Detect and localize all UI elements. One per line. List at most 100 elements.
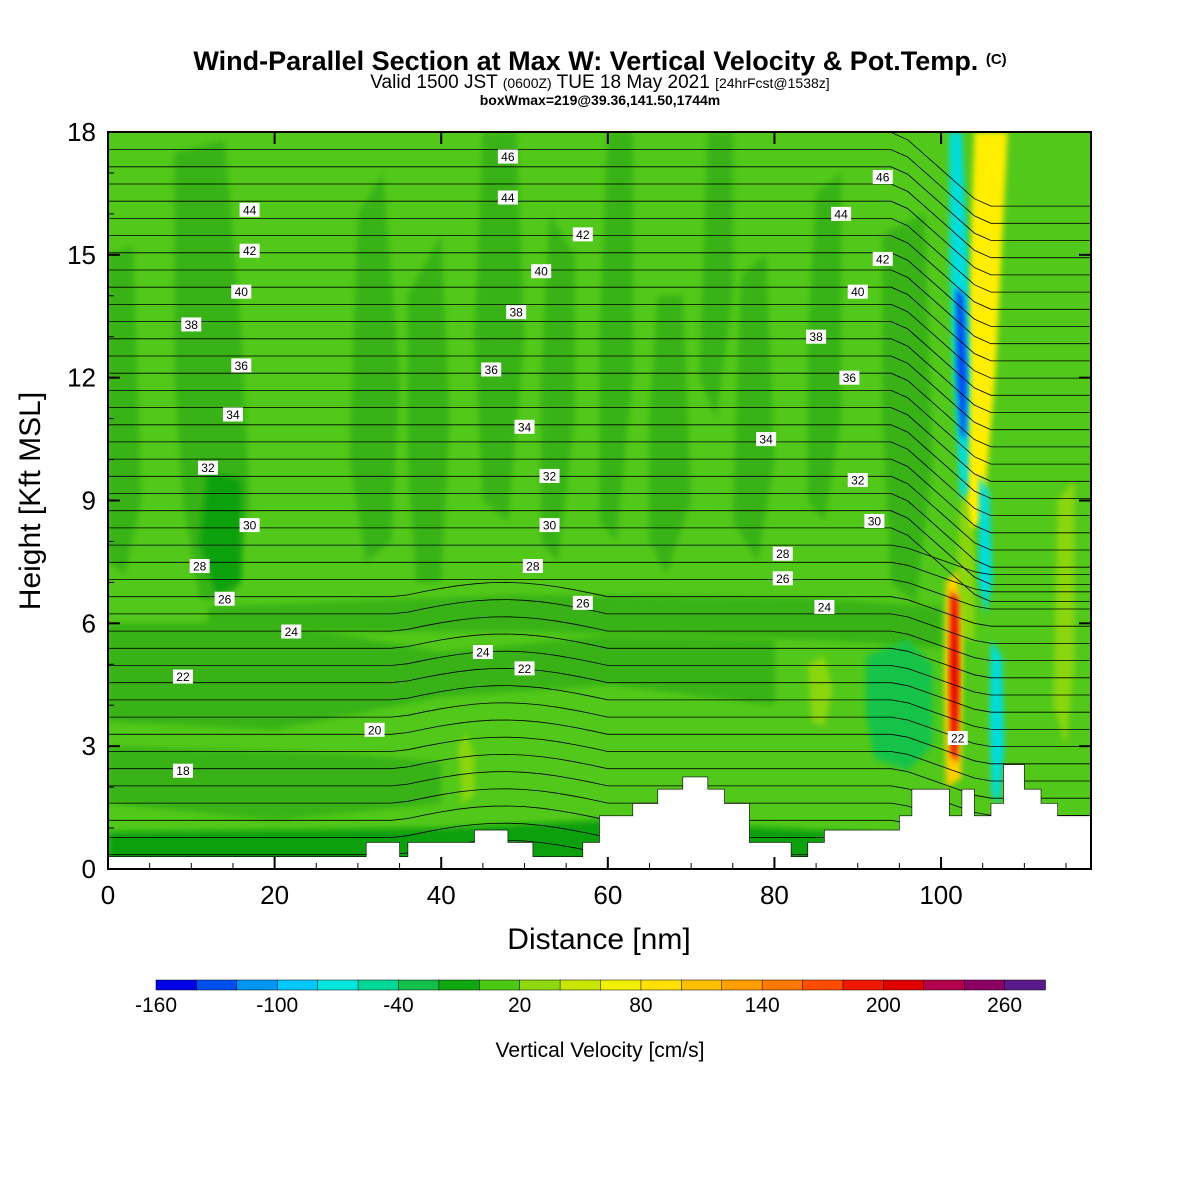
- theta-contour-line: [108, 389, 1091, 465]
- theta-label: 24: [814, 599, 835, 614]
- theta-contour-line: [108, 235, 1091, 310]
- theta-label-text: 40: [535, 265, 549, 279]
- theta-label-bg: [831, 206, 852, 221]
- theta-label-text: 34: [518, 420, 532, 434]
- velocity-region: [807, 656, 833, 726]
- theta-label-bg: [231, 358, 252, 373]
- theta-label-bg: [231, 284, 252, 299]
- theta-contour-line: [108, 616, 1091, 661]
- theta-contour-line: [108, 667, 1091, 713]
- velocity-region: [457, 733, 475, 804]
- theta-contour-line: [108, 269, 1091, 345]
- theta-contour-line: [108, 441, 1091, 516]
- theta-contour-line: [108, 544, 1091, 575]
- theta-label: 28: [522, 559, 543, 574]
- x-tick-label: 0: [101, 880, 115, 910]
- theta-label-bg: [497, 190, 518, 205]
- theta-label: 38: [181, 317, 202, 332]
- colorbar-tick-label: -40: [383, 994, 413, 1017]
- theta-contour-line: [108, 424, 1091, 499]
- theta-label: 44: [831, 206, 852, 221]
- theta-label-text: 36: [235, 359, 249, 373]
- velocity-region: [866, 639, 933, 771]
- theta-label-text: 20: [368, 723, 382, 737]
- theta-label-bg: [197, 460, 218, 475]
- theta-label-bg: [506, 305, 527, 320]
- theta-label: 40: [847, 284, 868, 299]
- box-info: boxWmax=219@39.36,141.50,1744m: [479, 92, 721, 108]
- theta-label-bg: [181, 317, 202, 332]
- theta-contour-line: [108, 650, 1091, 696]
- theta-label-text: 38: [809, 330, 823, 344]
- contour-labels: 46 46 44 44 44 42 42 42 40 40 40 38 38 38 36 36 36 34 34 34…: [172, 149, 968, 778]
- theta-label-bg: [806, 329, 827, 344]
- theta-label: 36: [481, 362, 502, 377]
- theta-label-bg: [497, 149, 518, 164]
- colorbar-swatch: [276, 979, 319, 991]
- y-tick-label: 18: [67, 117, 96, 147]
- velocity-region: [807, 172, 842, 521]
- velocity-region: [989, 639, 1005, 804]
- velocity-region: [407, 234, 450, 583]
- colorbar-tick-label: -100: [256, 994, 298, 1017]
- theta-label-text: 26: [218, 592, 232, 606]
- chart-title: Wind-Parallel Section at Max W: Vertical…: [0, 44, 1200, 77]
- theta-label-bg: [531, 264, 552, 279]
- theta-label-text: 38: [510, 306, 524, 320]
- x-tick-label: 100: [919, 880, 962, 910]
- colorbar-tick-label: 260: [987, 994, 1022, 1017]
- velocity-region: [964, 132, 1008, 534]
- theta-label-text: 38: [185, 318, 199, 332]
- theta-label: 42: [572, 227, 593, 242]
- theta-label-text: 44: [243, 203, 257, 217]
- y-tick-label: 6: [82, 608, 96, 638]
- x-tick-label: 60: [593, 880, 622, 910]
- theta-label: 38: [506, 305, 527, 320]
- colorbar-swatch: [357, 979, 400, 991]
- theta-label-text: 34: [226, 408, 240, 422]
- colorbar-swatch: [681, 979, 723, 991]
- theta-contour-line: [108, 149, 1091, 224]
- terrain: [108, 764, 1091, 869]
- theta-contour-line: [108, 579, 1091, 610]
- velocity-region: [732, 254, 775, 562]
- theta-label-bg: [756, 432, 777, 447]
- theta-label-bg: [572, 595, 593, 610]
- theta-contour-line: [108, 458, 1091, 534]
- colorbar-swatch: [963, 979, 1006, 991]
- valid-time: Valid 1500 JST: [370, 72, 498, 93]
- theta-label-text: 22: [518, 662, 532, 676]
- theta-label: 26: [572, 595, 593, 610]
- theta-contour-line: [108, 685, 1091, 730]
- theta-label-text: 30: [543, 519, 557, 533]
- theta-label-bg: [172, 669, 193, 684]
- theta-label: 38: [806, 329, 827, 344]
- theta-label-bg: [814, 599, 835, 614]
- theta-label-bg: [514, 661, 535, 676]
- theta-label-text: 46: [501, 150, 515, 164]
- colorbar-swatch: [761, 979, 804, 991]
- theta-contour-line: [108, 166, 1091, 241]
- theta-label: 42: [872, 251, 893, 266]
- theta-contour-line: [108, 719, 1091, 765]
- theta-label-text: 26: [776, 572, 790, 586]
- theta-label-text: 22: [951, 731, 965, 745]
- colorbar-swatch: [317, 979, 359, 991]
- theta-label-text: 30: [868, 514, 882, 528]
- theta-label: 28: [189, 559, 210, 574]
- theta-contour-line: [108, 407, 1091, 482]
- y-tick-label: 3: [82, 731, 96, 761]
- theta-label: 32: [539, 468, 560, 483]
- colorbar-title: Vertical Velocity [cm/s]: [496, 1039, 705, 1062]
- theta-label-text: 18: [176, 764, 190, 778]
- theta-label-text: 22: [176, 670, 190, 684]
- colorbar-swatch: [802, 979, 844, 991]
- theta-label-bg: [772, 546, 793, 561]
- theta-label-text: 36: [485, 363, 499, 377]
- velocity-region: [474, 132, 525, 521]
- theta-label-bg: [239, 518, 260, 533]
- colorbar-swatch: [600, 979, 642, 991]
- colorbar-swatch: [883, 979, 925, 991]
- velocity-region: [649, 295, 692, 575]
